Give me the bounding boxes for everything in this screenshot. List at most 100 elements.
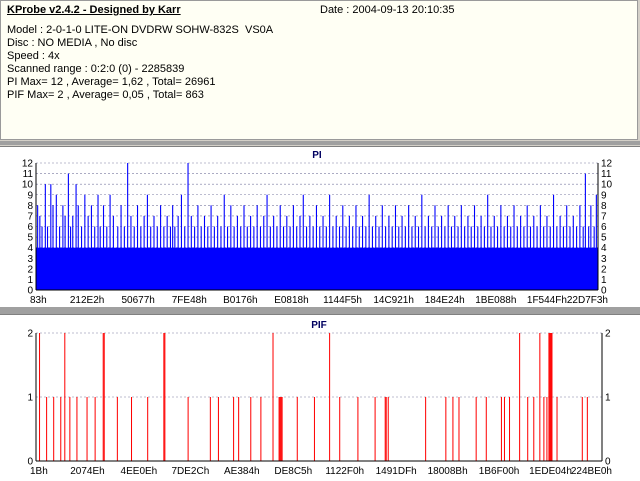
data-bar [150,226,152,290]
data-bar [46,226,49,290]
x-tick-label: 7DE2Ch [171,466,209,477]
x-tick-label: DE8C5h [274,466,312,477]
data-bar [60,397,62,461]
data-bar [127,163,129,290]
data-bar [394,205,397,290]
data-bar [500,205,502,290]
data-bar [112,215,114,290]
data-bar [62,205,64,290]
data-bar [421,194,423,290]
data-bar [236,215,238,290]
pif-stats-line: PIF Max= 2 , Average= 0,05 , Total= 863 [7,89,204,101]
data-bar [332,226,334,290]
y-tick-label-right: 2 [605,329,611,340]
y-tick-label-right: 1 [605,393,611,404]
data-bar [102,205,105,290]
data-bar [536,226,538,290]
data-bar [548,333,550,461]
data-bar [368,194,370,290]
data-bar [450,226,453,290]
data-bar [588,226,590,290]
data-bar [556,226,558,290]
data-bar [480,215,482,290]
data-bar [94,397,96,461]
data-bar [46,397,48,461]
data-bar [278,397,280,461]
x-tick-label: E0818h [274,295,308,306]
data-bar [408,205,410,290]
data-bar [520,215,522,290]
x-tick-label: 18008Bh [428,466,468,477]
data-bar [64,215,66,290]
data-bar [527,397,529,461]
data-bar [401,215,403,290]
data-bar [414,215,416,290]
data-bar [253,226,255,290]
data-bar [490,226,492,290]
data-bar [37,205,39,290]
pi-chart-panel: PI 0 0 1 1 2 2 3 3 4 4 5 5 6 6 7 7 8 8 9 9 10 10 11 11 12 12 83h 212… [0,146,640,308]
data-bar [194,226,196,290]
data-bar [260,397,262,461]
y-tick-label-left: 5 [27,233,33,244]
data-bar [90,205,92,290]
x-tick-label: 2074Eh [70,466,104,477]
data-bar [509,397,511,461]
splitter-2[interactable] [0,307,640,314]
splitter[interactable] [0,141,640,145]
data-bar [487,194,489,290]
y-tick-label-right: 5 [601,233,607,244]
data-bar [319,226,321,290]
data-bar [513,205,515,290]
y-tick-label-left: 9 [27,190,33,201]
data-bar [424,226,426,290]
data-bar [593,226,595,290]
data-bar [441,215,443,290]
data-bar [187,163,189,290]
data-bar [352,226,354,290]
data-bar [579,205,581,290]
data-bar [217,397,219,461]
data-bar [550,333,552,461]
data-bar [569,226,571,290]
data-bar [109,194,111,290]
data-bar [69,397,71,461]
data-bar [549,333,551,461]
data-bar [156,226,158,290]
x-tick-label: 1F544Fh [527,295,567,306]
data-bar [493,215,495,290]
data-bar [335,215,337,290]
data-bar [184,226,186,290]
y-tick-label-right: 3 [601,254,607,265]
x-tick-label: 1144F5h [323,295,362,306]
model-line: Model : 2-0-1-0 LITE-ON DVDRW SOHW-832S … [7,24,274,36]
data-bar [497,226,499,290]
data-bar [106,226,108,290]
data-bar [325,226,327,290]
data-bar [240,226,242,290]
data-bar [417,226,420,290]
data-bar [315,205,317,290]
y-tick-label-right: 10 [601,180,613,191]
x-tick-label: 184E24h [425,295,465,306]
data-bar [339,397,341,461]
data-bar [437,226,439,290]
data-bar [44,184,46,290]
data-bar [483,226,485,290]
data-bar [355,205,357,290]
data-bar [378,226,380,290]
data-bar [566,205,568,290]
data-bar [50,184,52,290]
data-bar [306,226,308,290]
disc-line: Disc : NO MEDIA , No disc [7,37,138,49]
data-bar [322,215,324,290]
data-bar [256,205,258,290]
data-bar [75,184,77,290]
data-bar [197,205,199,290]
y-tick-label-left: 2 [27,329,33,340]
data-bar [87,215,89,290]
data-bar [102,333,104,461]
data-bar [454,215,456,290]
data-bar [250,397,252,461]
data-bar [385,397,387,461]
